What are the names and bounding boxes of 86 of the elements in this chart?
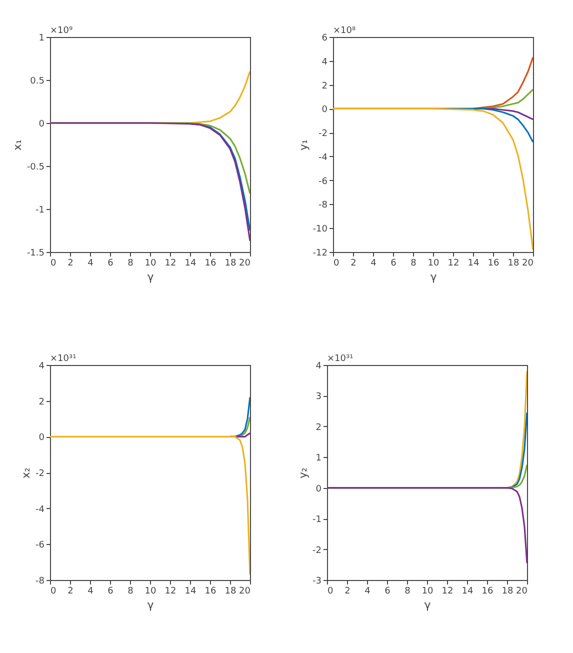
y-tick-label: 2 xyxy=(316,422,322,433)
x-tick-label: 20 xyxy=(239,258,251,268)
x-tick-label: 16 xyxy=(488,258,500,268)
y-tick-label: -1 xyxy=(36,206,44,216)
x-tick-label: 6 xyxy=(384,586,391,596)
x-tick-label: 2 xyxy=(350,258,356,268)
x-tick-label: 8 xyxy=(404,586,411,596)
y-tick-label: 6 xyxy=(322,34,328,44)
x-tick-label: 18 xyxy=(502,586,514,596)
y-tick-label: -2 xyxy=(36,469,44,479)
y-tick-label: 4 xyxy=(38,362,45,372)
x-tick-label: 4 xyxy=(88,586,94,596)
x-tick-label: 0 xyxy=(50,586,56,596)
x-tick-label: 14 xyxy=(184,258,196,268)
x-axis-title: γ xyxy=(147,598,154,612)
x-tick-label: 14 xyxy=(468,258,480,268)
x-tick-label: 12 xyxy=(448,258,460,268)
y-tick-label: -4 xyxy=(36,504,45,515)
x-axis-title: γ xyxy=(424,598,432,612)
y-tick-label: 0 xyxy=(38,120,45,130)
x-tick-label: 2 xyxy=(68,586,74,596)
y-tick-label: 1 xyxy=(316,454,322,464)
x-tick-label: 12 xyxy=(164,586,176,596)
y-tick-label: -3 xyxy=(312,576,322,586)
x-tick-label: 10 xyxy=(144,258,156,268)
x-tick-label: 18 xyxy=(224,586,236,596)
x-tick-label: 18 xyxy=(508,258,520,268)
x-tick-label: 18 xyxy=(224,258,236,268)
y-tick-label: -6 xyxy=(318,176,328,187)
x-tick-label: 20 xyxy=(522,258,534,268)
y-tick-label: 2 xyxy=(322,81,328,92)
x-tick-label: 2 xyxy=(344,586,350,596)
y-tick-label: 0 xyxy=(316,484,322,494)
x-tick-label: 20 xyxy=(516,586,528,596)
x-tick-label: 4 xyxy=(364,586,371,596)
x-tick-label: 6 xyxy=(390,258,397,268)
x-tick-label: 14 xyxy=(462,586,474,596)
x-tick-label: 16 xyxy=(204,586,216,596)
text: ×10³¹ xyxy=(327,354,354,364)
x-tick-label: 6 xyxy=(108,258,114,268)
y-tick-label: -2 xyxy=(312,546,322,556)
x-tick-label: 16 xyxy=(482,586,494,596)
x-tick-label: 16 xyxy=(204,258,216,268)
y-tick-label: -1.5 xyxy=(26,248,44,258)
y-tick-label: 0 xyxy=(38,433,45,444)
y-tick-label: -4 xyxy=(318,152,328,163)
x-tick-label: 10 xyxy=(422,586,434,596)
y-tick-label: -1 xyxy=(312,515,322,526)
x-axis-title: γ xyxy=(430,270,438,284)
y-axis-title: x₁ xyxy=(10,140,24,150)
x-tick-label: 8 xyxy=(128,258,134,268)
text: ×10⁹ xyxy=(50,26,73,36)
y-tick-label: 0.5 xyxy=(30,76,44,86)
y-tick-label: 4 xyxy=(322,57,328,68)
x-tick-label: 8 xyxy=(128,586,134,596)
y-tick-label: -8 xyxy=(318,200,328,211)
y-tick-label: 3 xyxy=(316,392,322,402)
text: ×10³¹ xyxy=(50,354,77,364)
y-tick-label: -12 xyxy=(312,248,328,258)
y-tick-label: -0.5 xyxy=(26,162,44,172)
text: ×10⁸ xyxy=(333,26,356,36)
x-tick-label: 0 xyxy=(50,258,56,268)
x-tick-label: 10 xyxy=(144,586,156,596)
x-tick-label: 12 xyxy=(164,258,176,268)
y-tick-label: -6 xyxy=(36,540,45,551)
x-tick-label: 14 xyxy=(184,586,196,596)
y-tick-label: -2 xyxy=(318,129,328,140)
y-tick-label: -8 xyxy=(36,576,45,586)
y-tick-label: 4 xyxy=(316,362,322,372)
x-tick-label: 6 xyxy=(108,586,114,596)
y-tick-label: -10 xyxy=(312,224,328,235)
y-tick-label: 0 xyxy=(322,105,328,116)
x-tick-label: 4 xyxy=(88,258,94,268)
y-tick-label: 2 xyxy=(38,397,44,408)
x-tick-label: 10 xyxy=(428,258,440,268)
y-axis-title: y₂ xyxy=(296,468,310,478)
x-tick-label: 4 xyxy=(370,258,377,268)
x-tick-label: 2 xyxy=(68,258,74,268)
x-tick-label: 12 xyxy=(442,586,454,596)
y-axis-title: x₂ xyxy=(20,468,33,478)
x-axis-title: γ xyxy=(147,270,154,284)
y-tick-label: 1 xyxy=(38,34,44,44)
x-tick-label: 20 xyxy=(239,586,251,596)
x-tick-label: 8 xyxy=(410,258,417,268)
x-tick-label: 0 xyxy=(334,258,340,268)
y-axis-title: y₁ xyxy=(296,140,310,150)
